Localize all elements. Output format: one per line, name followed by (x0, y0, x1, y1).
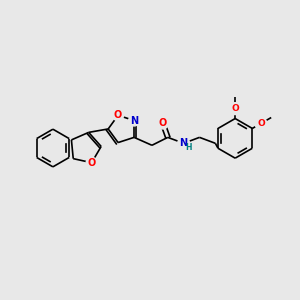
Text: N: N (180, 138, 188, 148)
Text: O: O (88, 158, 96, 168)
Circle shape (86, 157, 97, 168)
Circle shape (255, 118, 267, 129)
Text: O: O (159, 118, 167, 128)
Circle shape (229, 103, 241, 115)
Text: O: O (114, 110, 122, 120)
Text: O: O (231, 104, 239, 113)
Circle shape (178, 137, 190, 149)
Circle shape (158, 118, 168, 129)
Circle shape (112, 110, 124, 121)
Text: N: N (130, 116, 138, 125)
Text: H: H (185, 143, 191, 152)
Text: O: O (257, 119, 265, 128)
Circle shape (129, 115, 140, 126)
